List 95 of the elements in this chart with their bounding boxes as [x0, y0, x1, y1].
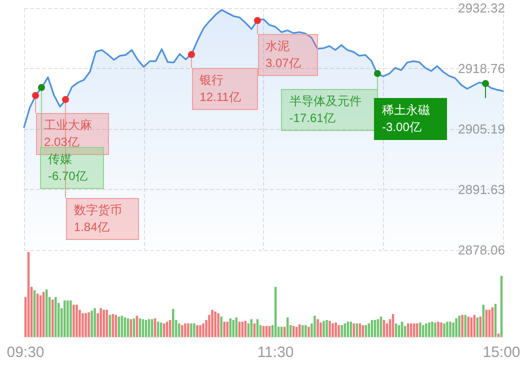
bar	[455, 318, 458, 337]
bar	[106, 310, 108, 337]
bar	[344, 323, 346, 337]
annotation: 水泥 3.07亿	[266, 38, 301, 72]
bar	[413, 323, 416, 337]
bar	[102, 310, 105, 337]
bar	[199, 325, 202, 337]
bar	[70, 300, 72, 337]
annotation: 数字货币 1.84亿	[74, 202, 122, 236]
bar	[449, 322, 452, 337]
bar	[90, 310, 93, 337]
bar	[88, 312, 90, 337]
bar	[416, 323, 418, 337]
bar	[156, 322, 160, 337]
bar	[166, 322, 168, 337]
bar	[452, 322, 454, 337]
bar	[431, 322, 434, 337]
bar	[217, 313, 220, 337]
bar	[320, 322, 322, 337]
bar	[422, 325, 424, 337]
bar	[437, 322, 440, 337]
bar	[419, 322, 422, 337]
bar	[322, 320, 325, 337]
bar	[470, 317, 472, 337]
bar	[82, 313, 84, 337]
annotation: 半导体及元件 -17.61亿	[289, 92, 362, 127]
bar	[350, 322, 352, 337]
bar	[400, 322, 404, 337]
x-tick-label: 15:00	[482, 344, 520, 361]
bar	[220, 316, 222, 337]
bar	[202, 323, 204, 337]
bar	[238, 322, 241, 337]
y-tick-label: 2905.19	[458, 122, 505, 136]
bar	[64, 300, 66, 337]
bar	[332, 323, 334, 337]
bar	[346, 322, 349, 337]
bar	[84, 313, 87, 337]
bar	[461, 314, 464, 337]
bar	[298, 324, 301, 337]
bar	[428, 322, 430, 337]
y-tick-label: 2891.63	[458, 182, 505, 197]
y-tick-label: 2918.76	[458, 61, 505, 76]
bar	[296, 326, 298, 337]
bar	[241, 322, 244, 337]
bar	[304, 325, 307, 337]
bar	[223, 322, 226, 337]
x-tick-label: 11:30	[257, 344, 294, 361]
bar	[326, 320, 328, 337]
bar	[328, 320, 331, 337]
bar	[66, 300, 69, 337]
bar	[190, 323, 192, 337]
bar	[425, 323, 428, 337]
bar	[214, 312, 216, 337]
bar	[178, 323, 180, 337]
bar	[94, 308, 96, 337]
bar	[100, 308, 102, 337]
x-tick-label: 09:30	[6, 344, 44, 361]
bar	[232, 320, 235, 337]
bar	[76, 304, 78, 337]
bar	[54, 297, 57, 337]
bar	[334, 322, 337, 337]
bar	[302, 325, 304, 337]
annotation: 传媒 -6.70亿	[48, 151, 88, 186]
bar	[187, 323, 190, 337]
bar	[181, 325, 184, 337]
bar	[112, 314, 114, 337]
annotation: 银行 12.11亿	[200, 72, 241, 106]
annotation: 稀土永磁 -3.00亿	[382, 102, 430, 136]
y-tick-label: 2932.32	[458, 0, 505, 16]
bar	[184, 323, 186, 337]
bar	[72, 304, 75, 337]
bar	[226, 322, 228, 337]
bar	[340, 325, 343, 337]
y-tick-label: 2878.06	[458, 242, 505, 258]
bar	[497, 334, 500, 337]
annotation: 工业大麻 2.03亿	[44, 117, 92, 152]
bar	[292, 326, 295, 337]
bar	[464, 314, 466, 337]
bar	[443, 323, 446, 337]
bar	[316, 319, 319, 337]
bar	[352, 323, 356, 337]
bar	[211, 310, 214, 337]
bar	[338, 325, 340, 337]
bar	[308, 326, 310, 337]
bar	[467, 316, 470, 337]
bar	[196, 325, 198, 337]
bar	[314, 316, 316, 337]
bar	[434, 322, 436, 337]
bar	[193, 323, 196, 337]
bar	[108, 314, 111, 337]
bar	[229, 318, 232, 337]
bar	[446, 322, 448, 337]
bar	[172, 308, 174, 337]
bar	[440, 322, 442, 337]
bar	[458, 316, 460, 337]
